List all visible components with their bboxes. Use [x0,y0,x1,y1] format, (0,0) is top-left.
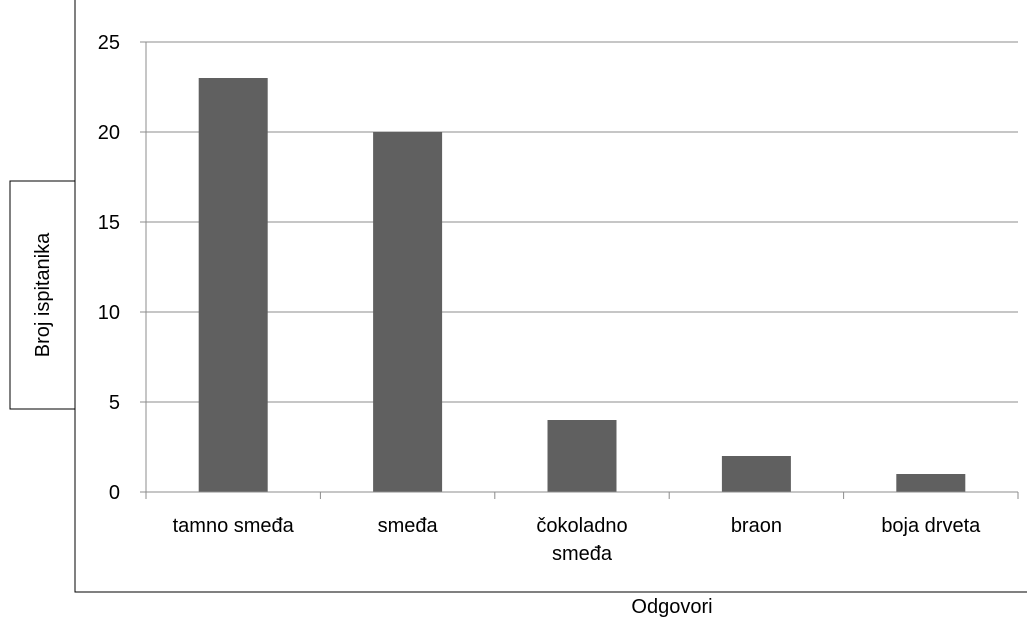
category-label: smeđa [378,515,439,537]
category-labels: tamno smeđa smeđa čokoladno smeđa braon boja … [173,515,982,565]
y-tick-label: 5 [109,392,120,414]
y-tick-label: 25 [98,32,120,54]
bars [198,78,966,492]
category-label: boja drveta [881,515,981,537]
category-label: tamno smeđa [173,515,295,537]
bar [896,474,966,492]
grid-lines [140,41,1018,493]
y-tick-label: 20 [98,122,120,144]
ylabel-box [9,180,76,410]
y-tick-labels: 0 5 10 15 20 25 [98,32,120,504]
bar [198,78,268,492]
y-axis-title: Broj ispitanika [32,232,54,357]
x-axis-title: Odgovori [631,596,712,618]
axes [145,42,1019,499]
y-tick-label: 0 [109,482,120,504]
bar [373,132,443,492]
bar [547,420,617,492]
y-tick-label: 10 [98,302,120,324]
category-label: braon [731,515,782,537]
y-tick-label: 15 [98,212,120,234]
bar [721,456,791,492]
category-label: čokoladno smeđa [536,515,627,565]
